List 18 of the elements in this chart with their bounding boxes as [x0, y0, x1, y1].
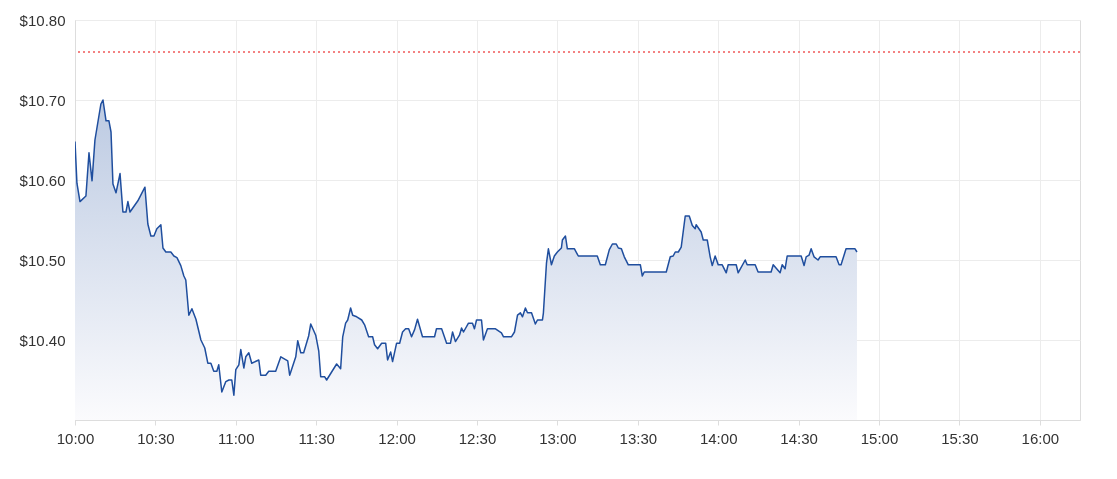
x-tick-label: 14:00 — [699, 429, 738, 447]
x-tick-label: 11:00 — [218, 429, 255, 447]
x-tick-label: 12:00 — [378, 429, 416, 447]
x-tick-label: 10:30 — [137, 429, 175, 447]
x-tick-label: 16:00 — [1021, 429, 1060, 447]
x-tick-label: 14:30 — [780, 429, 818, 447]
y-tick-label: $10.40 — [19, 331, 66, 349]
x-tick-label: 13:30 — [619, 429, 658, 447]
x-tick-label: 15:00 — [860, 429, 899, 447]
x-tick-label: 11:30 — [298, 429, 335, 447]
y-tick-label: $10.60 — [19, 171, 66, 189]
y-tick-label: $10.80 — [19, 11, 66, 29]
x-tick-label: 10:00 — [56, 429, 95, 447]
y-tick-label: $10.70 — [19, 91, 66, 109]
x-tick-label: 15:30 — [941, 429, 979, 447]
x-tick-label: 13:00 — [539, 429, 577, 447]
y-tick-label: $10.50 — [19, 251, 66, 269]
x-tick-label: 12:30 — [458, 429, 497, 447]
